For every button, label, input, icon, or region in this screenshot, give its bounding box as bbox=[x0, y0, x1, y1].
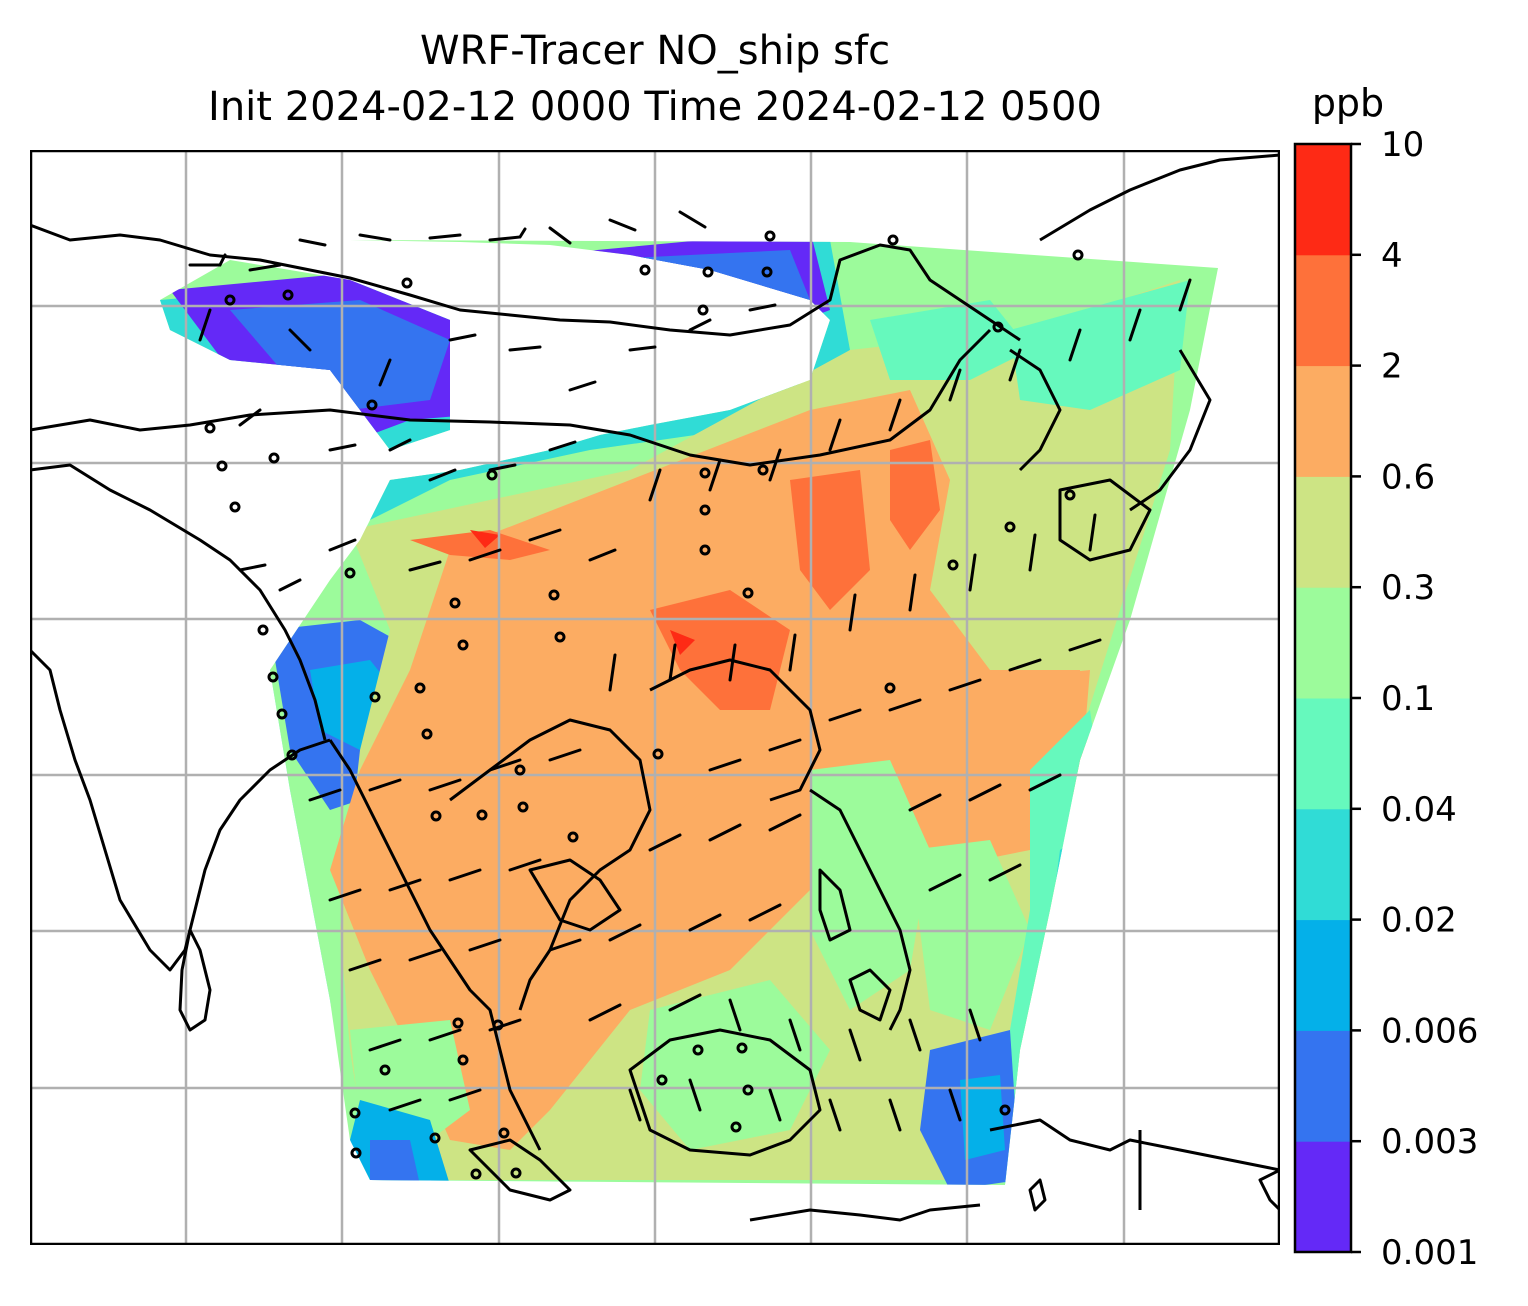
colorbar-bands bbox=[1295, 144, 1351, 1253]
colorbar-tick-label: 0.006 bbox=[1381, 1011, 1478, 1051]
colorbar-tick-label: 0.1 bbox=[1381, 679, 1435, 719]
colorbar-band bbox=[1295, 808, 1351, 921]
colorbar-band bbox=[1295, 144, 1351, 256]
colorbar-unit: ppb bbox=[1312, 81, 1384, 125]
colorbar-band bbox=[1295, 1141, 1351, 1253]
gridlines bbox=[30, 150, 1280, 1245]
colorbar-tick-label: 0.3 bbox=[1381, 568, 1435, 608]
colorbar-tick-label: 0.003 bbox=[1381, 1122, 1478, 1162]
wind-barbs bbox=[188, 210, 1192, 1132]
colorbar: ppb 0.001 0.003 0.006 0.02 0.04 0.1 0.3 0.6 2 4 10 bbox=[1293, 81, 1478, 1273]
colorbar-band bbox=[1295, 254, 1351, 367]
colorbar-tick-label: 0.02 bbox=[1381, 901, 1457, 941]
colorbar-tick-label: 4 bbox=[1381, 236, 1403, 276]
colorbar-tick-label: 0.001 bbox=[1381, 1233, 1478, 1273]
colorbar-tick-label: 0.6 bbox=[1381, 457, 1435, 497]
colorbar-tick-label: 0.04 bbox=[1381, 790, 1457, 830]
colorbar-band bbox=[1295, 1030, 1351, 1142]
colorbar-ticks: 0.001 0.003 0.006 0.02 0.04 0.1 0.3 0.6 2 4 10 bbox=[1351, 125, 1478, 1273]
colorbar-tick-label: 10 bbox=[1381, 125, 1424, 165]
colorbar-band bbox=[1295, 587, 1351, 699]
colorbar-tick-label: 2 bbox=[1381, 347, 1403, 387]
colorbar-band bbox=[1295, 476, 1351, 588]
map-subtitle: Init 2024-02-12 0000 Time 2024-02-12 050… bbox=[208, 84, 1102, 130]
colorbar-band bbox=[1295, 698, 1351, 810]
map-panel bbox=[30, 150, 1280, 1245]
map-title: WRF-Tracer NO_ship sfc bbox=[419, 28, 891, 74]
colorbar-band bbox=[1295, 919, 1351, 1031]
coastlines bbox=[30, 153, 1280, 1222]
colorbar-band bbox=[1295, 365, 1351, 477]
calm-wind-markers bbox=[204, 230, 1084, 1180]
